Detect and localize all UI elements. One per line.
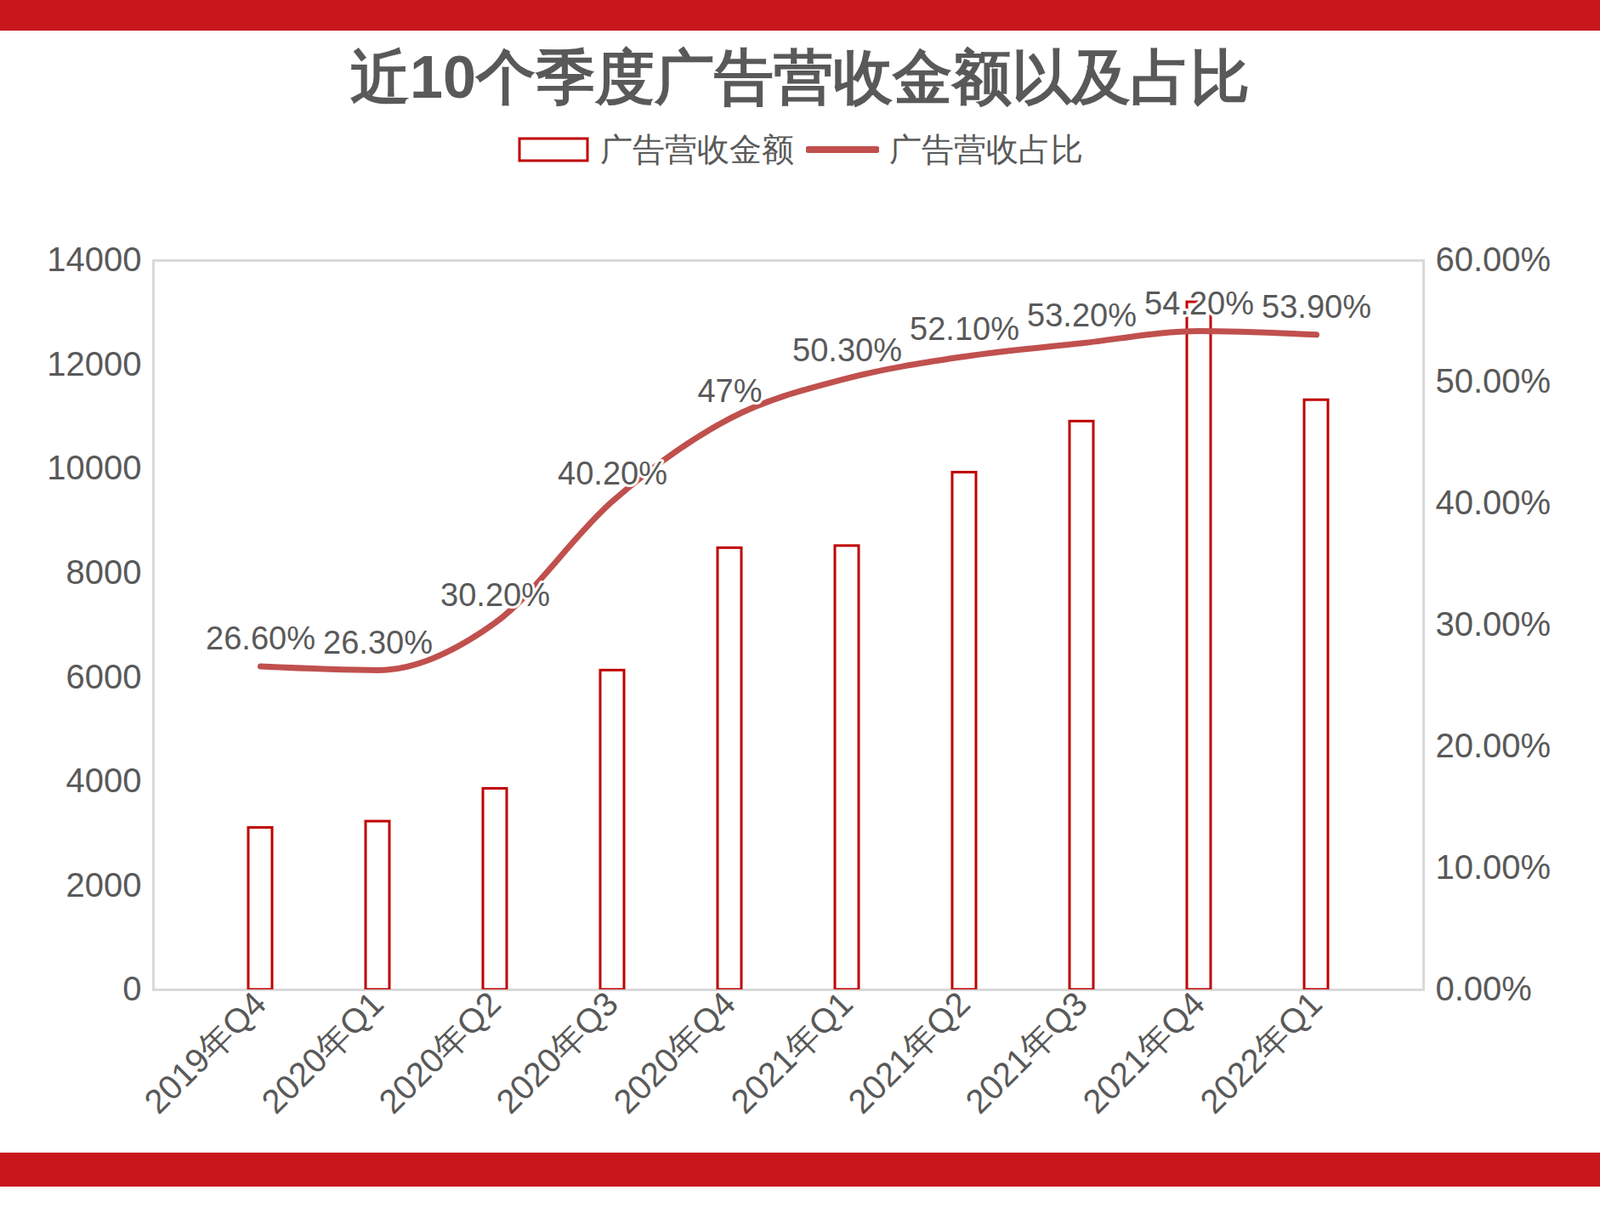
svg-text:0.00%: 0.00% <box>1435 970 1532 1008</box>
svg-text:2020年Q3: 2020年Q3 <box>488 984 625 1121</box>
svg-text:14000: 14000 <box>46 240 142 279</box>
svg-text:50.30%: 50.30% <box>792 332 903 369</box>
svg-text:2000: 2000 <box>66 866 142 904</box>
html-text:近10个季度广告营收金额以及占比: 近10个季度广告营收金额以及占比 <box>350 44 1250 111</box>
svg-text:2020年Q2: 2020年Q2 <box>371 984 508 1121</box>
svg-text:2020年Q1: 2020年Q1 <box>254 984 391 1121</box>
svg-text:50.00%: 50.00% <box>1435 362 1552 400</box>
svg-text:0: 0 <box>122 970 142 1008</box>
svg-text:20.00%: 20.00% <box>1435 726 1552 765</box>
html-text:广告营收占比: 广告营收占比 <box>889 131 1084 168</box>
svg-text:6000: 6000 <box>66 658 142 696</box>
svg-text:60.00%: 60.00% <box>1435 240 1552 279</box>
svg-text:2020年Q4: 2020年Q4 <box>606 984 743 1121</box>
svg-text:8000: 8000 <box>66 553 142 591</box>
svg-text:12000: 12000 <box>46 345 142 383</box>
svg-text:10000: 10000 <box>46 448 142 487</box>
svg-text:26.60%: 26.60% <box>205 620 316 657</box>
svg-text:30.00%: 30.00% <box>1435 605 1552 643</box>
svg-text:40.00%: 40.00% <box>1435 483 1552 522</box>
svg-text:52.10%: 52.10% <box>909 311 1020 347</box>
svg-text:40.20%: 40.20% <box>557 455 668 492</box>
svg-text:54.20%: 54.20% <box>1144 285 1254 322</box>
svg-text:2021年Q2: 2021年Q2 <box>840 984 977 1121</box>
svg-text:30.20%: 30.20% <box>440 577 551 613</box>
svg-text:4000: 4000 <box>66 761 142 800</box>
html-text:广告营收金额: 广告营收金额 <box>600 131 795 168</box>
svg-text:2021年Q3: 2021年Q3 <box>958 984 1095 1121</box>
svg-text:26.30%: 26.30% <box>323 624 433 661</box>
svg-text:53.90%: 53.90% <box>1261 289 1372 325</box>
svg-text:2022年Q1: 2022年Q1 <box>1192 984 1329 1121</box>
svg-text:47%: 47% <box>697 373 762 409</box>
svg-text:2021年Q1: 2021年Q1 <box>723 984 860 1121</box>
svg-text:53.20%: 53.20% <box>1026 297 1137 334</box>
svg-text:2021年Q4: 2021年Q4 <box>1075 984 1212 1121</box>
svg-text:2019年Q4: 2019年Q4 <box>136 984 273 1121</box>
svg-text:10.00%: 10.00% <box>1435 848 1552 886</box>
